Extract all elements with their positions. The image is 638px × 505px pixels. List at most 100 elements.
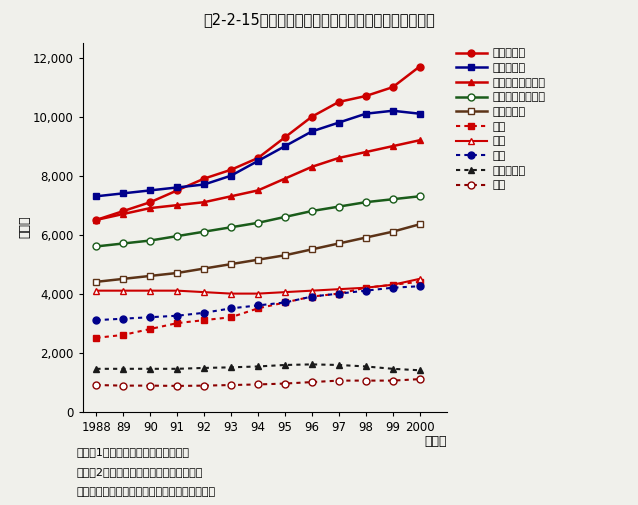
- 鉱山・金属: [227, 364, 235, 370]
- 薬学: [227, 290, 235, 296]
- 水産: [93, 382, 100, 388]
- 農林・獣医・畜産: [416, 137, 424, 143]
- 機械・船舶・航空: [254, 220, 262, 226]
- 薬学: [416, 276, 424, 282]
- 生物: [147, 326, 154, 332]
- 化学: [308, 293, 316, 299]
- 生物: [389, 282, 397, 288]
- 鉱山・金属: [119, 366, 127, 372]
- Text: 資料：総務省統計局「科学技術研究調査報告」: 資料：総務省統計局「科学技術研究調査報告」: [77, 487, 216, 497]
- 鉱山・金属: [362, 364, 369, 370]
- 化学: [254, 302, 262, 309]
- 電気・通信: [147, 199, 154, 205]
- 化学: [147, 314, 154, 320]
- 数学・物理: [416, 111, 424, 117]
- 数学・物理: [281, 143, 289, 149]
- 農林・獣医・畜産: [254, 187, 262, 193]
- 土木・建築: [227, 261, 235, 267]
- 機械・船舶・航空: [335, 204, 343, 210]
- 化学: [416, 283, 424, 289]
- 化学: [174, 313, 181, 319]
- 電気・通信: [281, 134, 289, 140]
- 土木・建築: [389, 229, 397, 235]
- 水産: [389, 378, 397, 384]
- 機械・船舶・航空: [227, 224, 235, 230]
- Line: 生物: 生物: [93, 278, 423, 341]
- 水産: [227, 382, 235, 388]
- 電気・通信: [335, 99, 343, 105]
- 水産: [200, 383, 208, 389]
- 電気・通信: [174, 187, 181, 193]
- 農林・獣医・畜産: [362, 149, 369, 155]
- 薬学: [174, 288, 181, 294]
- 数学・物理: [200, 181, 208, 187]
- 数学・物理: [362, 111, 369, 117]
- 農林・獣医・畜産: [227, 193, 235, 199]
- Line: 化学: 化学: [93, 283, 423, 324]
- 農林・獣医・畜産: [308, 164, 316, 170]
- 機械・船舶・航空: [147, 237, 154, 243]
- 水産: [308, 379, 316, 385]
- 土木・建築: [308, 246, 316, 252]
- 生物: [254, 306, 262, 312]
- 水産: [335, 378, 343, 384]
- 化学: [281, 299, 289, 306]
- 土木・建築: [93, 279, 100, 285]
- Y-axis label: （人）: （人）: [19, 216, 32, 238]
- 機械・船舶・航空: [362, 199, 369, 205]
- 電気・通信: [254, 155, 262, 161]
- 薬学: [93, 288, 100, 294]
- 薬学: [119, 288, 127, 294]
- 土木・建築: [362, 234, 369, 240]
- 土木・建築: [254, 257, 262, 263]
- 農林・獣医・畜産: [147, 205, 154, 211]
- 電気・通信: [308, 114, 316, 120]
- Legend: 電気・通信, 数学・物理, 農林・獣医・畜産, 機械・船舶・航空, 土木・建築, 生物, 薬学, 化学, 鉱山・金属, 水産: 電気・通信, 数学・物理, 農林・獣医・畜産, 機械・船舶・航空, 土木・建築,…: [456, 48, 545, 190]
- 化学: [93, 317, 100, 323]
- 電気・通信: [200, 176, 208, 182]
- 農林・獣医・畜産: [119, 211, 127, 217]
- 水産: [119, 383, 127, 389]
- 数学・物理: [93, 193, 100, 199]
- 薬学: [362, 285, 369, 291]
- Line: 農林・獣医・畜産: 農林・獣医・畜産: [93, 137, 423, 223]
- 生物: [416, 279, 424, 285]
- 農林・獣医・畜産: [281, 176, 289, 182]
- 鉱山・金属: [281, 362, 289, 368]
- 生物: [227, 314, 235, 320]
- 薬学: [335, 286, 343, 292]
- 水産: [147, 383, 154, 389]
- 電気・通信: [362, 93, 369, 99]
- 化学: [119, 316, 127, 322]
- 鉱山・金属: [174, 366, 181, 372]
- 機械・船舶・航空: [308, 208, 316, 214]
- 薬学: [281, 289, 289, 295]
- 化学: [335, 290, 343, 296]
- 生物: [200, 317, 208, 323]
- 薬学: [200, 289, 208, 295]
- 電気・通信: [389, 84, 397, 90]
- 電気・通信: [227, 167, 235, 173]
- 生物: [119, 332, 127, 338]
- 鉱山・金属: [335, 362, 343, 368]
- Text: 第2-2-15図　大学等の専門別研究者数の推移（詳細）: 第2-2-15図 大学等の専門別研究者数の推移（詳細）: [203, 13, 435, 28]
- 土木・建築: [147, 273, 154, 279]
- 機械・船舶・航空: [416, 193, 424, 199]
- Text: 2．研究者数は各年４月１日現在。: 2．研究者数は各年４月１日現在。: [77, 467, 203, 477]
- 生物: [93, 335, 100, 341]
- 数学・物理: [389, 108, 397, 114]
- 鉱山・金属: [93, 366, 100, 372]
- Line: 水産: 水産: [93, 376, 423, 389]
- X-axis label: （年）: （年）: [424, 435, 447, 448]
- 数学・物理: [254, 158, 262, 164]
- 土木・建築: [281, 252, 289, 258]
- 薬学: [308, 288, 316, 294]
- 薬学: [254, 290, 262, 296]
- 化学: [362, 288, 369, 294]
- 数学・物理: [335, 120, 343, 126]
- 薬学: [147, 288, 154, 294]
- 電気・通信: [93, 217, 100, 223]
- 農林・獣医・畜産: [174, 202, 181, 208]
- 機械・船舶・航空: [174, 233, 181, 239]
- 化学: [389, 285, 397, 291]
